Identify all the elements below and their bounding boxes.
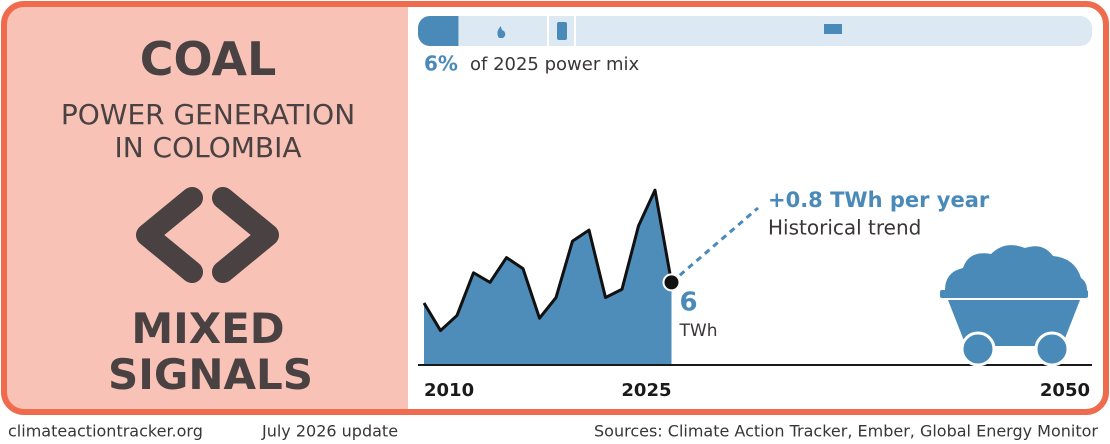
gas-icon bbox=[497, 26, 506, 38]
footer-update: July 2026 update bbox=[261, 422, 398, 441]
x-tick-label: 2010 bbox=[424, 380, 474, 401]
last-point bbox=[662, 273, 681, 292]
verdict: MIXED SIGNALS bbox=[108, 304, 314, 399]
value-label: 6 bbox=[680, 288, 698, 318]
title: COAL bbox=[139, 32, 277, 86]
subtitle: POWER GENERATION IN COLOMBIA bbox=[60, 98, 356, 164]
coal-share-segment bbox=[418, 16, 459, 46]
trend-label: +0.8 TWh per year bbox=[768, 188, 990, 212]
share-label: 6% bbox=[424, 52, 458, 76]
left-panel bbox=[4, 4, 408, 412]
line bbox=[422, 188, 673, 333]
trend-note: Historical trend bbox=[768, 216, 921, 240]
solar-icon bbox=[824, 24, 842, 34]
unit-label: TWh bbox=[679, 321, 718, 341]
card-border bbox=[1, 1, 1109, 415]
oil-icon bbox=[557, 22, 567, 40]
footer-site: climateactiontracker.org bbox=[8, 422, 203, 441]
share-text: of 2025 power mix bbox=[470, 54, 639, 75]
x-tick-label: 2050 bbox=[1040, 380, 1090, 401]
footer-sources: Sources: Climate Action Tracker, Ember, … bbox=[594, 422, 1098, 441]
chevron-right bbox=[212, 187, 279, 283]
mix-bar bbox=[418, 16, 1092, 46]
trend-line bbox=[670, 206, 759, 284]
x-tick-label: 2025 bbox=[621, 380, 671, 401]
area bbox=[424, 190, 672, 365]
chevron-left bbox=[136, 187, 203, 283]
coal-cart-icon bbox=[940, 245, 1088, 367]
